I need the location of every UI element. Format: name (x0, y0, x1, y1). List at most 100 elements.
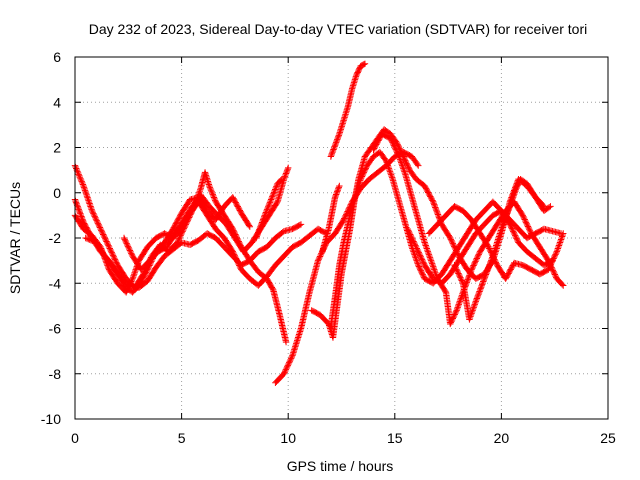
data-point-marker (94, 218, 101, 226)
data-point-marker (508, 225, 516, 232)
data-point-marker (282, 171, 289, 179)
data-points (71, 60, 567, 386)
data-point-marker (553, 248, 561, 255)
data-point-marker (448, 316, 456, 324)
data-point-marker (483, 268, 491, 275)
data-point-marker (558, 234, 565, 242)
data-point-marker (467, 267, 475, 275)
data-point-marker (510, 191, 518, 198)
data-point-marker (315, 256, 322, 263)
data-point-marker (331, 143, 338, 150)
data-point-marker (425, 249, 432, 257)
data-point-marker (490, 254, 498, 262)
data-point-marker (499, 221, 507, 228)
data-point-marker (89, 209, 96, 216)
data-point-marker (285, 359, 293, 366)
data-point-marker (483, 269, 490, 277)
data-point-marker (449, 315, 456, 322)
data-point-marker (361, 167, 368, 175)
data-point-marker (560, 282, 567, 289)
data-point-marker (106, 245, 113, 252)
data-point-marker (210, 194, 218, 201)
data-point-marker (80, 184, 88, 191)
data-point-marker (482, 272, 489, 280)
data-point-marker (75, 206, 82, 213)
data-point-marker (466, 272, 473, 279)
data-point-marker (453, 307, 460, 314)
data-point-marker (509, 194, 517, 201)
data-point-marker (255, 229, 262, 236)
data-point-marker (405, 228, 413, 235)
data-point-marker (486, 246, 494, 254)
data-point-marker (549, 267, 557, 274)
data-point-marker (277, 177, 284, 184)
data-point-marker (330, 146, 337, 153)
y-tick-label: -8 (49, 366, 62, 382)
data-point-marker (449, 238, 456, 246)
data-point-marker (465, 274, 472, 282)
data-point-marker (360, 170, 367, 177)
data-point-marker (485, 262, 493, 270)
data-point-marker (76, 209, 83, 216)
data-point-marker (503, 211, 510, 219)
data-point-marker (551, 271, 559, 278)
data-point-marker (85, 235, 92, 243)
data-point-marker (454, 304, 461, 311)
data-point-marker (208, 188, 215, 195)
data-point-marker (458, 293, 465, 301)
data-point-marker (107, 248, 115, 255)
data-point-marker (430, 200, 437, 207)
data-point-marker (417, 253, 424, 260)
data-point-marker (424, 188, 431, 195)
data-point-marker (485, 243, 492, 251)
data-point-marker (375, 136, 383, 143)
data-point-marker (210, 192, 217, 200)
data-point-marker (472, 299, 479, 307)
data-point-marker (77, 176, 85, 184)
data-point-marker (545, 204, 553, 211)
data-point-marker (87, 203, 94, 210)
series-sat-10 (327, 148, 556, 330)
data-point-marker (415, 162, 422, 169)
data-point-marker (545, 265, 553, 272)
data-point-marker (395, 151, 402, 159)
data-point-marker (245, 222, 253, 229)
data-point-marker (235, 205, 243, 213)
data-point-marker (447, 234, 454, 242)
data-point-marker (432, 269, 439, 276)
data-point-marker (79, 181, 87, 188)
data-point-marker (506, 204, 513, 211)
data-point-marker (418, 254, 425, 262)
data-point-marker (130, 272, 137, 279)
data-point-marker (259, 216, 267, 223)
data-point-marker (72, 163, 79, 171)
data-point-marker (328, 150, 336, 157)
x-tick-label: 15 (387, 430, 403, 446)
data-point-marker (484, 265, 492, 273)
data-point-marker (458, 277, 465, 284)
data-point-marker (211, 197, 219, 204)
data-point-marker (398, 160, 405, 168)
data-point-marker (388, 138, 396, 145)
data-point-marker (253, 233, 260, 240)
data-point-marker (206, 182, 213, 190)
data-point-marker (393, 147, 400, 155)
data-point-marker (429, 197, 436, 204)
data-point-marker (265, 202, 273, 209)
data-point-marker (428, 195, 435, 203)
data-point-marker (359, 171, 366, 179)
data-point-marker (105, 243, 113, 251)
data-point-marker (404, 162, 412, 170)
data-point-marker (457, 274, 464, 281)
data-point-marker (82, 190, 90, 197)
data-point-marker (74, 169, 82, 177)
data-point-marker (254, 231, 261, 239)
data-point-marker (505, 270, 512, 277)
data-point-marker (331, 194, 339, 201)
data-point-marker (471, 259, 479, 266)
data-point-marker (128, 250, 135, 257)
data-point-marker (526, 226, 533, 233)
data-point-marker (254, 230, 262, 237)
data-point-marker (418, 268, 425, 276)
data-point-marker (451, 263, 459, 270)
